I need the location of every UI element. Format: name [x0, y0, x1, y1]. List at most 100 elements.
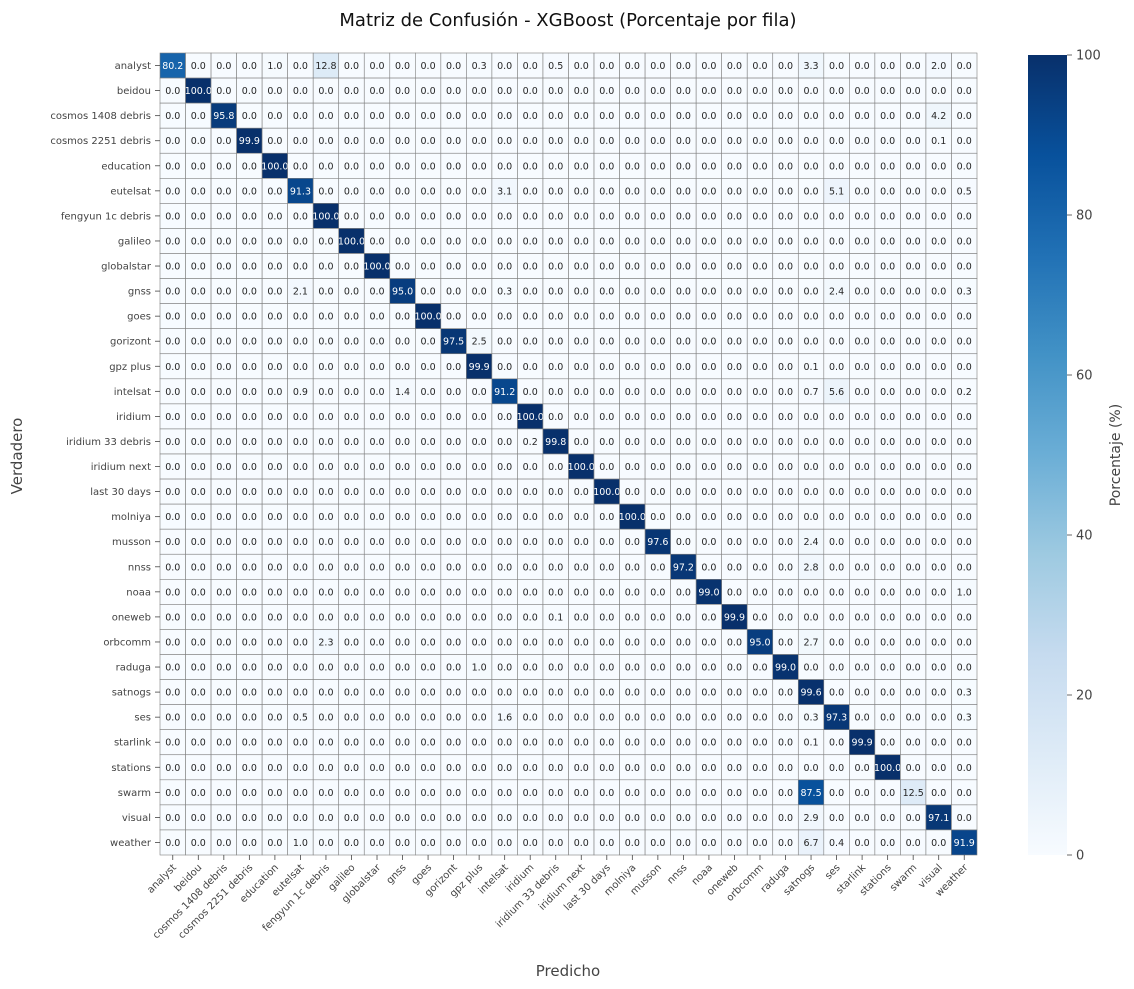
cell-value-20-24: 0.0	[778, 562, 793, 573]
cell-value-21-4: 0.0	[267, 587, 282, 598]
cell-value-28-21: 0.0	[701, 763, 716, 774]
cell-14-5	[287, 403, 314, 430]
cell-21-29	[900, 579, 927, 605]
cell-value-19-16: 0.0	[574, 537, 589, 548]
cell-value-28-18: 0.0	[625, 763, 640, 774]
cell-value-31-25: 6.7	[803, 838, 818, 849]
cell-2-16	[568, 102, 595, 129]
cell-value-19-0: 0.0	[165, 537, 180, 548]
cell-value-17-18: 0.0	[625, 487, 640, 498]
cell-22-29	[900, 604, 927, 630]
cell-value-27-29: 0.0	[906, 738, 921, 749]
cell-value-19-28: 0.0	[880, 537, 895, 548]
cell-value-27-17: 0.0	[599, 738, 614, 749]
cell-value-14-5: 0.0	[293, 412, 308, 423]
cell-1-31	[951, 77, 978, 104]
cell-value-11-12: 2.5	[472, 337, 487, 348]
cell-value-3-26: 0.0	[829, 136, 844, 147]
cell-25-15	[542, 679, 569, 705]
cell-value-19-27: 0.0	[855, 537, 870, 548]
cell-value-20-12: 0.0	[472, 562, 487, 573]
cell-value-7-22: 0.0	[727, 236, 742, 247]
cell-9-14	[517, 278, 544, 304]
cell-20-3	[236, 553, 263, 580]
cell-value-2-29: 0.0	[906, 111, 921, 122]
cell-value-28-26: 0.0	[829, 763, 844, 774]
cell-value-28-25: 0.0	[803, 763, 818, 774]
cell-value-0-28: 0.0	[880, 61, 895, 72]
cell-value-29-3: 0.0	[242, 788, 257, 799]
cell-25-21	[695, 679, 722, 705]
cell-0-1	[185, 52, 212, 79]
cell-value-13-7: 0.0	[344, 387, 359, 398]
cell-value-16-12: 0.0	[472, 462, 487, 473]
cell-value-26-29: 0.0	[906, 713, 921, 724]
cell-12-2	[210, 353, 237, 380]
cell-value-17-20: 0.0	[676, 487, 691, 498]
cell-value-12-22: 0.0	[727, 362, 742, 373]
cell-31-6	[312, 829, 340, 856]
cell-value-6-16: 0.0	[574, 211, 589, 222]
cell-16-9	[389, 453, 416, 480]
cell-value-20-22: 0.0	[727, 562, 742, 573]
cell-value-5-29: 0.0	[906, 186, 921, 197]
cell-value-19-7: 0.0	[344, 537, 359, 548]
cell-value-11-20: 0.0	[676, 337, 691, 348]
cell-value-3-18: 0.0	[625, 136, 640, 147]
cell-value-20-15: 0.0	[548, 562, 563, 573]
cell-value-31-9: 0.0	[395, 838, 410, 849]
cell-7-14	[517, 228, 544, 254]
cell-value-3-7: 0.0	[344, 136, 359, 147]
cell-value-11-19: 0.0	[650, 337, 665, 348]
cell-28-3	[236, 754, 263, 781]
cell-30-7	[338, 804, 365, 831]
cell-value-2-17: 0.0	[599, 111, 614, 122]
cell-value-28-5: 0.0	[293, 763, 308, 774]
cell-value-6-31: 0.0	[957, 211, 972, 222]
cell-value-29-15: 0.0	[548, 788, 563, 799]
cell-18-21	[695, 503, 722, 530]
cell-value-1-15: 0.0	[548, 86, 563, 97]
cell-6-14	[517, 203, 544, 229]
cell-value-19-15: 0.0	[548, 537, 563, 548]
cell-12-22	[721, 353, 748, 380]
cell-20-19	[644, 553, 671, 580]
cell-1-18	[619, 77, 646, 104]
cell-value-6-12: 0.0	[472, 211, 487, 222]
cell-5-17	[593, 178, 620, 204]
cell-value-28-13: 0.0	[497, 763, 512, 774]
cell-value-18-11: 0.0	[446, 512, 461, 523]
cell-value-27-16: 0.0	[574, 738, 589, 749]
cell-27-10	[415, 729, 442, 756]
cell-26-15	[542, 704, 569, 730]
cell-11-31	[951, 328, 978, 355]
cell-value-19-25: 2.4	[803, 537, 818, 548]
x-tick-label: analyst	[145, 862, 179, 896]
cell-8-8	[363, 253, 391, 279]
cell-25-7	[338, 679, 365, 705]
cell-value-9-26: 2.4	[829, 287, 844, 298]
cell-value-17-3: 0.0	[242, 487, 257, 498]
cell-26-13	[491, 704, 518, 730]
cell-value-12-28: 0.0	[880, 362, 895, 373]
cell-value-18-5: 0.0	[293, 512, 308, 523]
cell-13-14	[517, 378, 544, 405]
cell-value-9-29: 0.0	[906, 287, 921, 298]
cell-value-26-18: 0.0	[625, 713, 640, 724]
cell-8-1	[185, 253, 212, 279]
cell-value-8-30: 0.0	[931, 262, 946, 273]
cell-5-7	[338, 178, 365, 204]
cell-value-21-2: 0.0	[216, 587, 231, 598]
cell-value-28-12: 0.0	[472, 763, 487, 774]
cell-value-25-22: 0.0	[727, 688, 742, 699]
cell-value-15-21: 0.0	[701, 437, 716, 448]
cell-value-5-19: 0.0	[650, 186, 665, 197]
cell-value-0-5: 0.0	[293, 61, 308, 72]
cell-value-21-9: 0.0	[395, 587, 410, 598]
cell-value-14-26: 0.0	[829, 412, 844, 423]
cell-value-13-28: 0.0	[880, 387, 895, 398]
cell-value-17-17: 100.0	[593, 487, 620, 498]
cell-value-16-18: 0.0	[625, 462, 640, 473]
cell-value-18-13: 0.0	[497, 512, 512, 523]
cell-value-26-2: 0.0	[216, 713, 231, 724]
